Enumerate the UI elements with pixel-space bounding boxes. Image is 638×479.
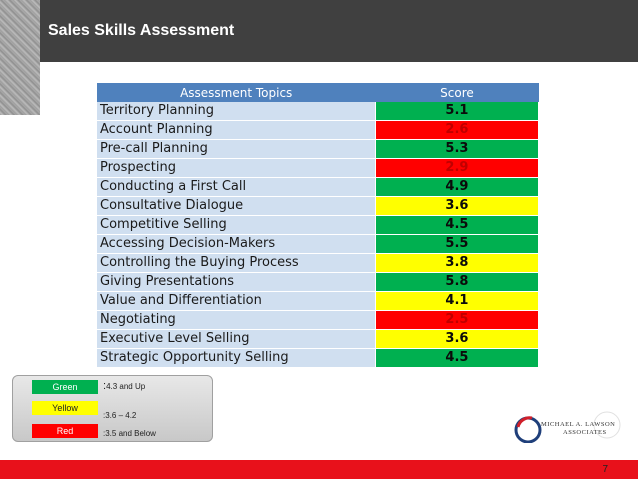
page-number: 7 [602, 464, 608, 475]
table-row: Account Planning 2.6 [97, 120, 540, 140]
score-cell: 5.1 [375, 102, 540, 121]
topic-cell: Strategic Opportunity Selling [97, 348, 376, 368]
column-header-score: Score [375, 83, 539, 102]
topic-cell: Competitive Selling [97, 215, 376, 235]
score-cell: 2.9 [375, 158, 540, 178]
topic-cell: Negotiating [97, 310, 376, 330]
topic-cell: Pre-call Planning [97, 139, 376, 159]
legend-range-yellow: :3.6 – 4.2 [103, 411, 137, 420]
score-cell: 4.9 [375, 177, 540, 197]
table-row: Executive Level Selling 3.6 [97, 329, 540, 349]
topic-cell: Giving Presentations [97, 272, 376, 292]
score-cell: 3.6 [375, 196, 540, 216]
column-header-topics: Assessment Topics [97, 83, 376, 102]
table-row: Controlling the Buying Process 3.8 [97, 253, 540, 273]
table-row: Pre-call Planning 5.3 [97, 139, 540, 159]
company-logo [514, 411, 621, 443]
score-cell: 5.5 [375, 234, 540, 254]
table-row: Value and Differentiation 4.1 [97, 291, 540, 311]
legend-box: Green :4.3 and Up Yellow :3.6 – 4.2 Red … [12, 375, 213, 442]
topic-cell: Prospecting [97, 158, 376, 178]
table-row: Prospecting 2.9 [97, 158, 540, 178]
topic-cell: Conducting a First Call [97, 177, 376, 197]
slide-title: Sales Skills Assessment [48, 22, 235, 39]
logo-watermark [593, 411, 621, 439]
table-row: Competitive Selling 4.5 [97, 215, 540, 235]
score-cell: 4.5 [375, 348, 540, 368]
topic-cell: Consultative Dialogue [97, 196, 376, 216]
slide-header: Sales Skills Assessment [0, 0, 638, 115]
score-cell: 2.5 [375, 310, 540, 330]
legend-range-green: :4.3 and Up [103, 380, 146, 392]
topic-cell: Value and Differentiation [97, 291, 376, 311]
table-row: Strategic Opportunity Selling 4.5 [97, 348, 540, 368]
topic-cell: Executive Level Selling [97, 329, 376, 349]
logo-text: MICHAEL A. LAWSON ASSOCIATES [541, 421, 615, 437]
score-cell: 4.5 [375, 215, 540, 235]
topic-cell: Controlling the Buying Process [97, 253, 376, 273]
logo-line-1: MICHAEL A. LAWSON [541, 421, 616, 428]
score-cell: 3.6 [375, 329, 540, 349]
footer-bar: 7 [0, 460, 638, 479]
table-row: Conducting a First Call 4.9 [97, 177, 540, 197]
legend-chip-yellow: Yellow [32, 401, 98, 415]
logo-ring-red [516, 416, 533, 428]
table-row: Accessing Decision-Makers 5.5 [97, 234, 540, 254]
legend-range-red: :3.5 and Below [103, 429, 156, 438]
topic-cell: Accessing Decision-Makers [97, 234, 376, 254]
table-row: Giving Presentations 5.8 [97, 272, 540, 292]
table-header-row: Assessment Topics Score [97, 83, 539, 102]
legend-chip-green: Green [32, 380, 98, 394]
score-cell: 2.6 [375, 120, 540, 140]
header-texture [0, 0, 40, 115]
topic-cell: Territory Planning [97, 102, 376, 121]
table-row: Territory Planning 5.1 [97, 102, 540, 121]
score-cell: 5.3 [375, 139, 540, 159]
legend-chip-red: Red [32, 424, 98, 438]
score-cell: 5.8 [375, 272, 540, 292]
table-row: Consultative Dialogue 3.6 [97, 196, 540, 216]
logo-line-2: ASSOCIATES [563, 429, 607, 436]
assessment-table: Assessment Topics Score Territory Planni… [97, 83, 540, 368]
score-cell: 4.1 [375, 291, 540, 311]
table-row: Negotiating 2.5 [97, 310, 540, 330]
score-cell: 3.8 [375, 253, 540, 273]
table-body: Territory Planning 5.1 Account Planning 2.6… [97, 102, 540, 368]
topic-cell: Account Planning [97, 120, 376, 140]
